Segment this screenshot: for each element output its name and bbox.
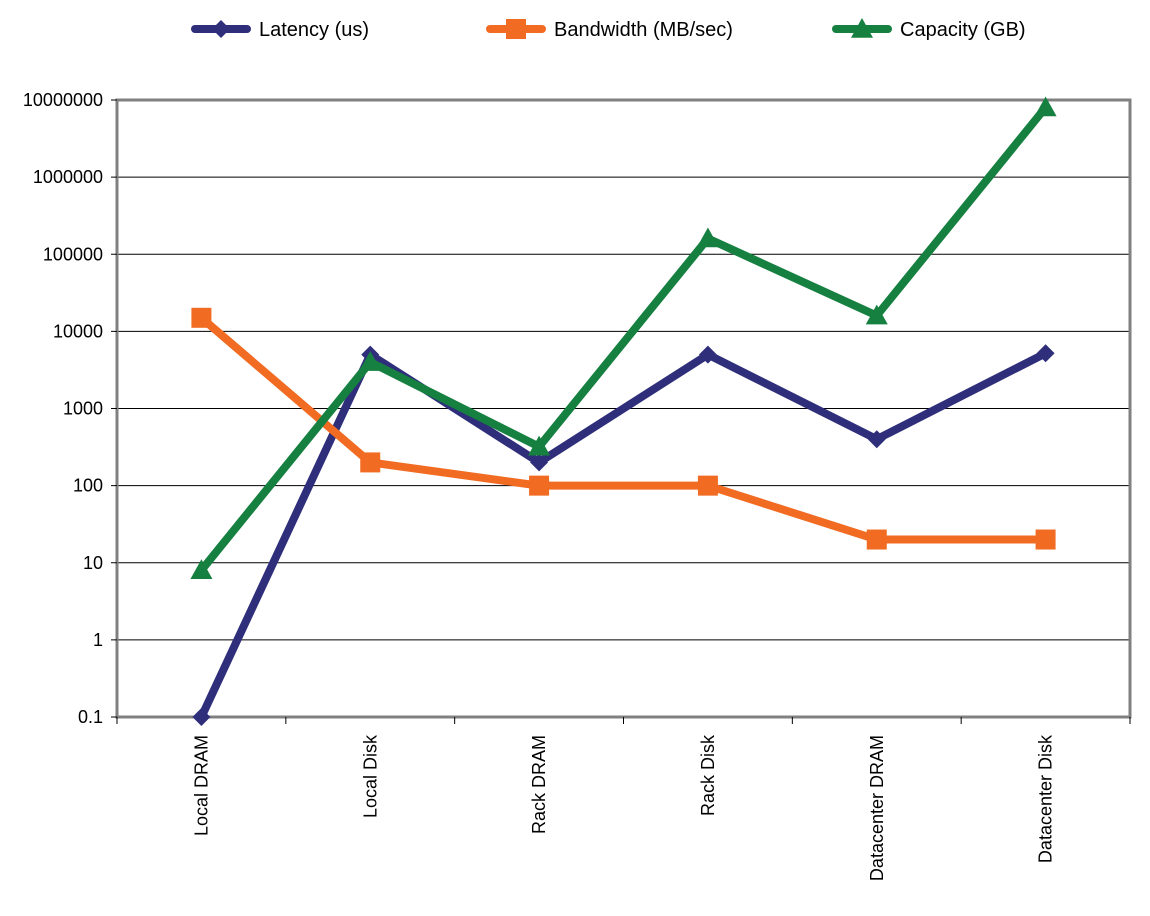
- series-line: [197, 349, 1050, 721]
- data-point: [192, 708, 211, 726]
- x-tick-label: Rack Disk: [698, 734, 718, 816]
- y-tick-label: 1: [93, 630, 103, 650]
- x-tick-label: Rack DRAM: [529, 735, 549, 834]
- series-triangle: [190, 96, 1057, 580]
- y-tick-label: 0.1: [78, 707, 103, 727]
- y-tick-label: 1000000: [33, 167, 103, 187]
- legend-swatch-marker: [506, 19, 526, 39]
- legend-label: Capacity (GB): [900, 19, 1026, 41]
- series-line: [197, 313, 1050, 544]
- series-square: [191, 307, 1056, 550]
- y-tick-label: 100000: [43, 244, 103, 264]
- y-tick-label: 100: [73, 476, 103, 496]
- legend-swatch-marker: [212, 20, 230, 38]
- legend-label: Bandwidth (MB/sec): [554, 19, 733, 41]
- x-axis: Local DRAM Local Disk Rack DRAM Rack Disk Da…: [116, 717, 1131, 881]
- data-point: [191, 307, 212, 328]
- data-point: [528, 435, 551, 456]
- y-tick-label: 10000: [53, 321, 103, 341]
- series-diamond: [192, 344, 1055, 726]
- data-point: [1034, 96, 1057, 117]
- data-point: [697, 475, 718, 496]
- legend: Latency (us) Bandwidth (MB/sec) Capacity (…: [191, 18, 1026, 41]
- x-tick-label: Local DRAM: [191, 735, 211, 836]
- y-tick-label: 1000: [63, 399, 103, 419]
- data-point: [698, 345, 717, 364]
- legend-entry: Latency (us): [191, 19, 369, 41]
- data-point: [867, 430, 886, 449]
- data-point: [359, 351, 382, 371]
- data-point: [1035, 529, 1056, 550]
- y-axis: 0.1 1 10 100 1000 10000 100000 1000000 10000000: [23, 90, 117, 727]
- y-tick-label: 10: [83, 553, 103, 573]
- data-point: [530, 453, 549, 472]
- series-line: [197, 103, 1050, 575]
- legend-swatch-marker: [851, 18, 873, 38]
- data-point: [529, 475, 550, 496]
- data-point: [1036, 344, 1055, 363]
- x-tick-label: Datacenter DRAM: [867, 735, 887, 881]
- legend-entry: Bandwidth (MB/sec): [486, 19, 733, 41]
- legend-entry: Capacity (GB): [832, 18, 1026, 41]
- data-point: [696, 227, 719, 248]
- x-tick-label: Datacenter Disk: [1036, 734, 1056, 863]
- legend-label: Latency (us): [259, 19, 369, 41]
- data-point: [190, 559, 213, 580]
- data-point: [360, 452, 381, 473]
- data-point: [866, 529, 887, 550]
- data-point: [865, 304, 888, 325]
- series-group: [190, 96, 1057, 726]
- x-tick-label: Local Disk: [360, 734, 380, 818]
- y-tick-label: 10000000: [23, 90, 103, 110]
